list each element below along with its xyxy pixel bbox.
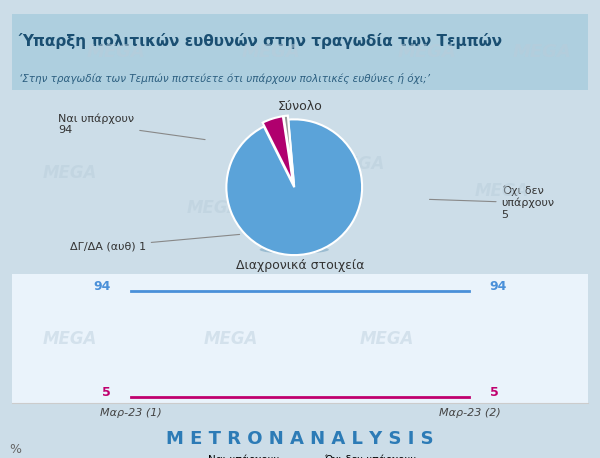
Text: Ναι υπάρχουν
94: Ναι υπάρχουν 94 bbox=[58, 113, 205, 140]
Text: Όχι δεν
υπάρχουν
5: Όχι δεν υπάρχουν 5 bbox=[430, 185, 555, 220]
Text: MEGA: MEGA bbox=[43, 164, 97, 182]
Text: 5: 5 bbox=[101, 386, 110, 399]
Text: MEGA: MEGA bbox=[203, 330, 258, 348]
Text: 94: 94 bbox=[93, 280, 110, 293]
Text: MEGA: MEGA bbox=[331, 155, 385, 174]
Text: 94: 94 bbox=[490, 280, 507, 293]
Text: MEGA: MEGA bbox=[86, 43, 145, 60]
Text: MEGA: MEGA bbox=[397, 43, 456, 60]
Text: MEGA: MEGA bbox=[242, 43, 301, 60]
FancyBboxPatch shape bbox=[12, 14, 588, 90]
Text: MEGA: MEGA bbox=[359, 330, 413, 348]
Text: MEGA: MEGA bbox=[187, 199, 241, 217]
Text: Ύπαρξη πολιτικών ευθυνών στην τραγωδία των Τεμπών: Ύπαρξη πολιτικών ευθυνών στην τραγωδία τ… bbox=[19, 33, 503, 49]
Text: %: % bbox=[9, 443, 21, 456]
Text: ‘Στην τραγωδία των Τεμπών πιστεύετε ότι υπάρχουν πολιτικές ευθύνες ή όχι;’: ‘Στην τραγωδία των Τεμπών πιστεύετε ότι … bbox=[19, 73, 430, 84]
Text: MEGA: MEGA bbox=[43, 330, 97, 348]
Text: Σύνολο: Σύνολο bbox=[278, 100, 322, 113]
Text: M E T R O N A N A L Y S I S: M E T R O N A N A L Y S I S bbox=[166, 430, 434, 448]
Legend: Ναι υπάρχουν, Όχι δεν υπάρχουν: Ναι υπάρχουν, Όχι δεν υπάρχουν bbox=[179, 450, 421, 458]
Text: 5: 5 bbox=[490, 386, 499, 399]
Text: MEGA: MEGA bbox=[512, 43, 571, 60]
Text: MEGA: MEGA bbox=[475, 181, 529, 200]
Text: ΔΓ/ΔΑ (αυθ) 1: ΔΓ/ΔΑ (αυθ) 1 bbox=[70, 234, 239, 251]
Title: Διαχρονικά στοιχεία: Διαχρονικά στοιχεία bbox=[236, 259, 364, 272]
